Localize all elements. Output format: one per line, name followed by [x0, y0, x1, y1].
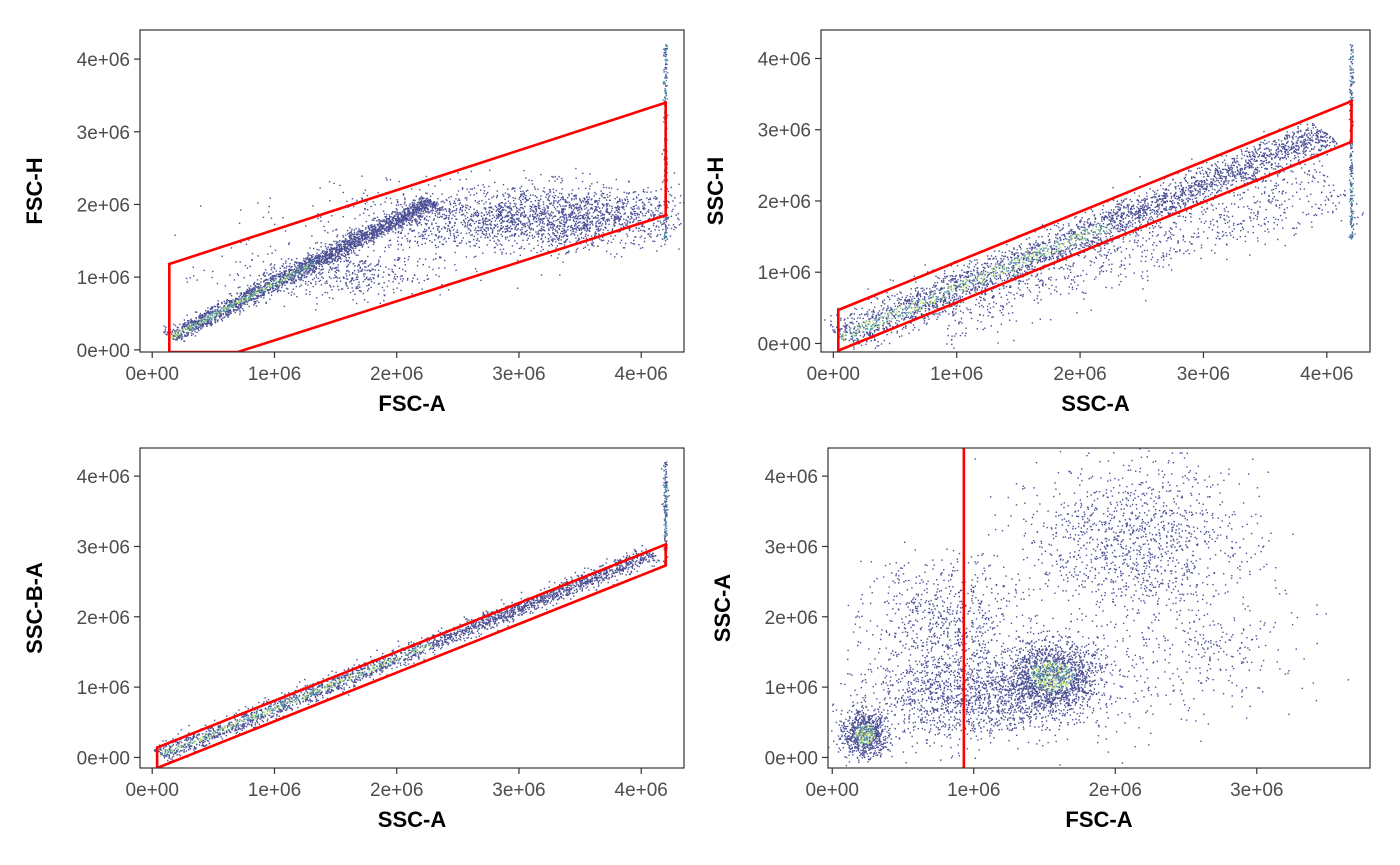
y-tick-label: 2e+06 — [758, 192, 811, 213]
x-axis-title: SSC-A — [378, 807, 447, 832]
x-tick-label: 1e+06 — [248, 780, 301, 801]
y-tick-label: 2e+06 — [77, 195, 130, 216]
x-tick-label: 3e+06 — [1177, 364, 1230, 385]
event-cluster-1 — [163, 195, 443, 342]
y-axis-title: SSC-B-A — [22, 562, 47, 654]
x-tick-label: 4e+06 — [615, 780, 668, 801]
y-axis-title: SSC-H — [703, 157, 728, 225]
event-cluster-1 — [828, 696, 914, 767]
panel-1: 0e+00 1e+06 2e+06 3e+06 4e+06 0e+00 1e+06 2e+06… — [22, 29, 685, 416]
x-tick-label: 3e+06 — [492, 364, 545, 385]
y-tick-label: 4e+06 — [758, 49, 811, 70]
y-tick-label: 3e+06 — [758, 121, 811, 142]
panel-2: 0e+00 1e+06 2e+06 3e+06 4e+06 0e+00 1e+06 2e+06… — [703, 29, 1371, 416]
panel-4: 0e+00 1e+06 2e+06 3e+06 0e+00 1e+06 2e+06 3e+06… — [710, 447, 1371, 832]
y-axis-title: FSC-H — [22, 157, 47, 224]
x-tick-label: 2e+06 — [1089, 780, 1142, 801]
event-points — [163, 43, 684, 342]
x-tick-label: 2e+06 — [370, 780, 423, 801]
event-points — [824, 44, 1364, 350]
x-tick-label: 0e+00 — [126, 364, 179, 385]
x-tick-label: 1e+06 — [248, 364, 301, 385]
y-tick-label: 1e+06 — [77, 678, 130, 699]
x-tick-label: 1e+06 — [930, 364, 983, 385]
y-tick-label: 3e+06 — [77, 537, 130, 558]
event-cluster-4 — [974, 448, 1294, 658]
gate-polygon[interactable] — [155, 542, 668, 768]
y-tick-label: 2e+06 — [765, 608, 818, 629]
x-axis-title: FSC-A — [378, 391, 445, 416]
event-cluster-6 — [959, 560, 1350, 764]
gate-polygon[interactable] — [168, 100, 668, 352]
event-cluster-5 — [847, 514, 1069, 741]
y-tick-label: 4e+06 — [765, 467, 818, 488]
gate-polygon[interactable] — [836, 99, 1353, 352]
y-axis-title: SSC-A — [710, 574, 735, 643]
y-tick-label: 1e+06 — [765, 678, 818, 699]
x-tick-label: 0e+00 — [126, 780, 179, 801]
y-tick-label: 0e+00 — [758, 334, 811, 355]
panel-border — [827, 447, 1371, 769]
y-tick-label: 1e+06 — [758, 263, 811, 284]
event-cluster-4 — [185, 231, 519, 311]
x-tick-label: 4e+06 — [1300, 364, 1353, 385]
y-tick-label: 4e+06 — [77, 50, 130, 71]
y-tick-label: 3e+06 — [77, 123, 130, 144]
y-tick-label: 0e+00 — [77, 341, 130, 362]
event-cluster-3 — [469, 173, 684, 263]
x-tick-label: 3e+06 — [492, 780, 545, 801]
x-tick-label: 4e+06 — [615, 364, 668, 385]
x-tick-label: 1e+06 — [947, 780, 1000, 801]
y-tick-label: 1e+06 — [77, 268, 130, 289]
x-tick-label: 0e+00 — [806, 780, 859, 801]
y-tick-label: 4e+06 — [77, 467, 130, 488]
y-tick-label: 3e+06 — [765, 537, 818, 558]
x-axis-title: FSC-A — [1065, 807, 1132, 832]
x-tick-label: 2e+06 — [1053, 364, 1106, 385]
panel-3: 0e+00 1e+06 2e+06 3e+06 4e+06 0e+00 1e+06 2e+06… — [22, 447, 685, 832]
y-tick-label: 0e+00 — [77, 748, 130, 769]
x-axis-title: SSC-A — [1061, 391, 1130, 416]
y-tick-label: 2e+06 — [77, 608, 130, 629]
x-tick-label: 2e+06 — [370, 364, 423, 385]
panel-border — [139, 29, 685, 353]
panel-border — [139, 447, 685, 769]
panel-border — [820, 29, 1371, 353]
x-tick-label: 3e+06 — [1230, 780, 1283, 801]
x-tick-label: 0e+00 — [807, 364, 860, 385]
event-points — [828, 448, 1350, 767]
event-cluster-2 — [174, 167, 684, 278]
y-tick-label: 0e+00 — [765, 748, 818, 769]
event-cluster-2 — [889, 133, 1364, 349]
